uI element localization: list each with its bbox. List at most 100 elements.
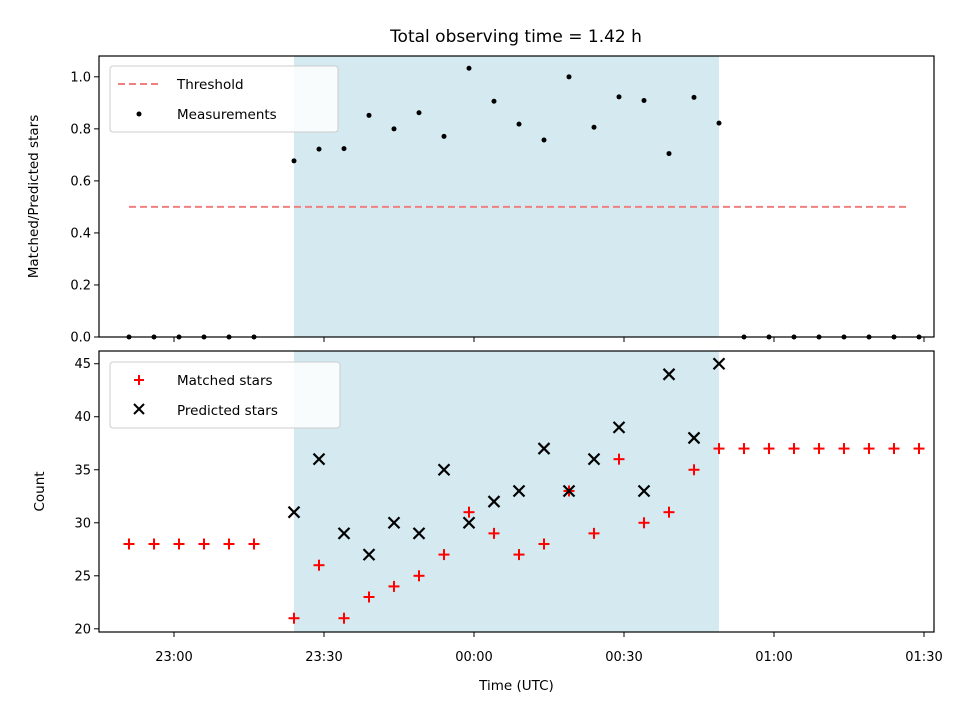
measurement-point bbox=[466, 65, 472, 71]
matched-star-point bbox=[513, 549, 525, 561]
bottom-ytick-label: 25 bbox=[74, 569, 91, 584]
predicted-star-point bbox=[712, 357, 726, 371]
top-legend: Threshold Measurements bbox=[109, 65, 339, 133]
predicted-star-point bbox=[587, 452, 601, 466]
matched-star-point bbox=[198, 538, 210, 550]
top-y-ticks: 0.0 0.2 0.4 0.6 0.8 1.0 bbox=[70, 70, 99, 346]
bottom-ytick-label: 45 bbox=[74, 357, 91, 372]
top-ytick-label: 0.8 bbox=[70, 122, 91, 137]
matched-star-point bbox=[173, 538, 185, 550]
matched-star-point bbox=[338, 612, 350, 624]
measurement-point bbox=[391, 126, 397, 132]
matched-star-point bbox=[863, 443, 875, 455]
matched-star-point bbox=[123, 538, 135, 550]
top-panel: 0.0 0.2 0.4 0.6 0.8 1.0 Matched/Predicted sta… bbox=[26, 55, 935, 346]
measurement-point bbox=[691, 94, 697, 100]
matched-star-point bbox=[663, 506, 675, 518]
legend-matched-swatch bbox=[134, 375, 144, 385]
x-tick-label: 23:30 bbox=[305, 650, 342, 665]
matched-star-point bbox=[388, 580, 400, 592]
matched-star-point bbox=[488, 527, 500, 539]
predicted-star-point bbox=[687, 431, 701, 445]
predicted-star-point bbox=[287, 505, 301, 519]
measurement-point bbox=[541, 137, 547, 143]
predicted-star-point bbox=[487, 495, 501, 508]
bottom-ytick-label: 40 bbox=[74, 410, 91, 425]
bottom-x-ticks: 23:00 23:30 00:00 00:30 01:00 01:30 bbox=[155, 632, 943, 665]
bottom-y-axis-label: Count bbox=[32, 471, 48, 511]
matched-star-point bbox=[438, 549, 450, 561]
predicted-star-point bbox=[562, 484, 576, 498]
measurement-point bbox=[641, 97, 647, 103]
legend-measurements-label: Measurements bbox=[177, 107, 277, 123]
measurement-point bbox=[591, 124, 597, 130]
measurement-point bbox=[716, 120, 722, 126]
top-axes-frame bbox=[98, 55, 935, 338]
matched-star-point bbox=[223, 538, 235, 550]
predicted-stars-points bbox=[287, 357, 726, 561]
measurement-point bbox=[441, 133, 447, 139]
predicted-star-point bbox=[387, 516, 401, 530]
bottom-ytick-label: 20 bbox=[74, 622, 91, 637]
matched-star-point bbox=[313, 559, 325, 571]
measurement-point bbox=[291, 158, 297, 164]
matched-star-point bbox=[588, 527, 600, 539]
legend-matched-label: Matched stars bbox=[177, 373, 273, 389]
chart-title: Total observing time = 1.42 h bbox=[389, 27, 642, 47]
bottom-ytick-label: 35 bbox=[74, 463, 91, 478]
x-tick-label: 23:00 bbox=[155, 650, 192, 665]
top-observing-interval-shading bbox=[294, 56, 719, 337]
predicted-star-point bbox=[462, 516, 476, 530]
measurement-point bbox=[666, 151, 672, 157]
predicted-star-point bbox=[412, 527, 426, 540]
matched-star-point bbox=[638, 517, 650, 529]
matched-star-point bbox=[763, 443, 775, 455]
x-tick-label: 01:00 bbox=[755, 650, 792, 665]
bottom-legend-box bbox=[109, 361, 341, 429]
matched-star-point bbox=[813, 443, 825, 455]
x-tick-label: 01:30 bbox=[905, 650, 942, 665]
matched-star-point bbox=[413, 570, 425, 582]
bottom-panel: 20 25 30 35 40 45 23:00 23:30 00:00 00:30 01:00 01… bbox=[32, 350, 943, 694]
legend-predicted-label: Predicted stars bbox=[177, 403, 278, 419]
predicted-star-point bbox=[437, 463, 451, 477]
matched-star-point bbox=[913, 443, 925, 455]
bottom-ytick-label: 30 bbox=[74, 516, 91, 531]
measurement-point bbox=[416, 110, 422, 116]
bottom-axes-frame bbox=[98, 350, 935, 633]
matched-star-point bbox=[363, 591, 375, 603]
measurement-point bbox=[316, 146, 322, 152]
predicted-star-point bbox=[512, 484, 526, 498]
matched-star-point bbox=[838, 443, 850, 455]
predicted-star-point bbox=[537, 442, 551, 455]
top-ytick-label: 0.4 bbox=[70, 226, 91, 241]
matched-stars-points bbox=[123, 443, 925, 624]
top-ytick-label: 0.2 bbox=[70, 278, 91, 293]
top-y-axis-label: Matched/Predicted stars bbox=[26, 115, 42, 278]
predicted-star-point bbox=[662, 368, 676, 381]
predicted-star-point bbox=[362, 548, 376, 561]
matched-star-point bbox=[538, 538, 550, 550]
top-ytick-label: 0.0 bbox=[70, 331, 91, 346]
x-axis-label: Time (UTC) bbox=[478, 678, 554, 694]
bottom-y-ticks: 20 25 30 35 40 45 bbox=[74, 357, 99, 637]
matched-star-point bbox=[613, 453, 625, 465]
top-ytick-label: 1.0 bbox=[70, 70, 91, 85]
top-x-ticks bbox=[173, 337, 925, 342]
matched-star-point bbox=[713, 443, 725, 455]
matched-star-point bbox=[248, 538, 260, 550]
predicted-star-point bbox=[312, 452, 326, 466]
x-tick-label: 00:30 bbox=[605, 650, 642, 665]
bottom-legend: Matched stars Predicted stars bbox=[109, 361, 341, 429]
top-ytick-label: 0.6 bbox=[70, 174, 91, 189]
matched-star-point bbox=[888, 443, 900, 455]
predicted-star-point bbox=[337, 527, 351, 540]
measurement-point bbox=[616, 94, 622, 100]
measurement-point bbox=[366, 112, 372, 118]
matched-star-point bbox=[738, 443, 750, 455]
measurement-point bbox=[341, 146, 347, 152]
predicted-star-point bbox=[637, 484, 651, 498]
matched-star-point bbox=[463, 506, 475, 518]
measurement-point bbox=[516, 121, 522, 127]
x-tick-label: 00:00 bbox=[455, 650, 492, 665]
